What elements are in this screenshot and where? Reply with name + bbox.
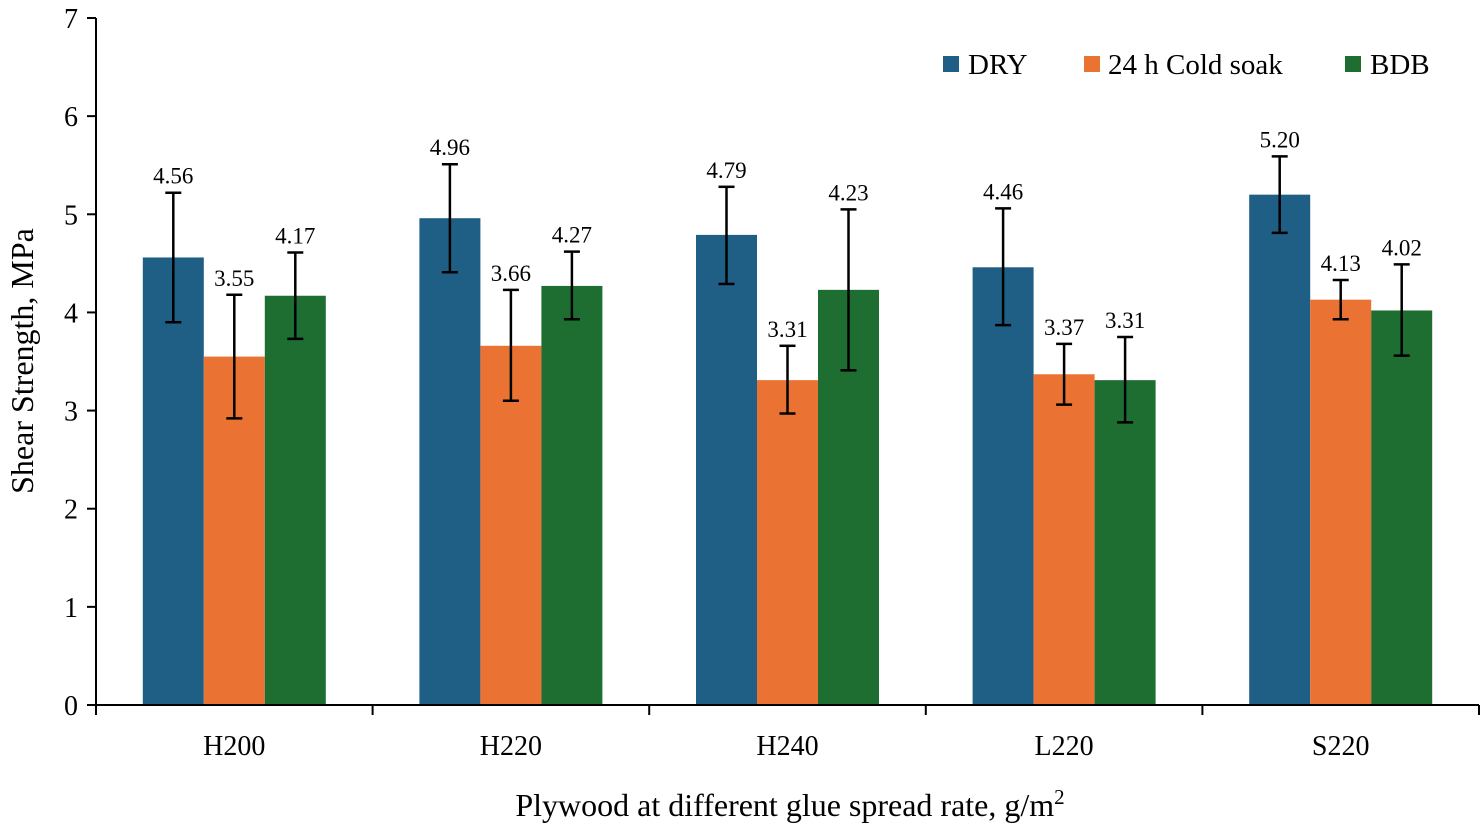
data-label: 4.56 (153, 164, 193, 189)
error-bars (165, 155, 1410, 424)
x-category-label: H220 (480, 731, 542, 762)
x-category-label: S220 (1312, 731, 1370, 762)
x-category-label: H200 (203, 731, 265, 762)
bar-dry-h240 (696, 234, 757, 705)
x-axis-title: Plywood at different glue spread rate, g… (515, 785, 1064, 823)
y-tick-label: 5 (64, 200, 78, 231)
data-label: 4.13 (1321, 251, 1361, 276)
data-label: 4.96 (430, 135, 470, 160)
data-label: 3.66 (491, 261, 531, 286)
y-tick-label: 0 (64, 691, 78, 722)
data-label: 3.37 (1044, 315, 1084, 340)
bar-24-h-cold-soak-h220 (480, 345, 542, 705)
data-label: 3.31 (767, 317, 807, 342)
x-category-label: L220 (1035, 731, 1094, 762)
data-label: 4.17 (275, 224, 315, 249)
bar-dry-h220 (419, 218, 481, 705)
y-tick-label: 3 (64, 397, 78, 428)
bar-bdb-h220 (541, 285, 603, 705)
data-label: 3.55 (214, 266, 254, 291)
bars (142, 194, 1433, 705)
legend-label: DRY (968, 49, 1028, 81)
x-axis-title-superscript: 2 (1054, 785, 1065, 809)
bar-24-h-cold-soak-h240 (757, 380, 818, 705)
legend-label: 24 h Cold soak (1108, 49, 1283, 81)
legend-swatch-24-h-cold-soak (1084, 56, 1100, 72)
bar-24-h-cold-soak-s220 (1310, 299, 1372, 705)
x-category-label: H240 (756, 731, 818, 762)
y-tick-label: 7 (64, 4, 78, 35)
data-label: 4.23 (828, 180, 868, 205)
data-label: 5.20 (1260, 127, 1300, 152)
axes: 0 1 2 3 4 5 6 7 H200 H220 H240 L220 S220 (64, 4, 1480, 762)
y-axis-title: Shear Strength, MPa (4, 228, 40, 494)
data-label: 3.31 (1105, 308, 1145, 333)
data-label: 4.46 (983, 179, 1023, 204)
bar-dry-s220 (1249, 194, 1311, 705)
legend-swatch-bdb (1345, 56, 1361, 72)
bar-dry-h200 (142, 257, 204, 705)
bar-bdb-h200 (264, 295, 326, 705)
legend: DRY 24 h Cold soak BDB (943, 49, 1430, 81)
bar-24-h-cold-soak-l220 (1033, 374, 1095, 705)
data-labels: 4.56 4.96 4.79 4.46 5.20 3.55 3.66 3.31 3.37 4.13… (153, 127, 1422, 341)
data-label: 4.27 (552, 223, 592, 248)
y-tick-label: 6 (64, 102, 78, 133)
x-axis-title-main: Plywood at different glue spread rate, g… (515, 787, 1054, 823)
bar-dry-l220 (972, 267, 1034, 705)
y-tick-label: 4 (64, 298, 78, 329)
y-tick-label: 1 (64, 593, 78, 624)
legend-swatch-dry (943, 56, 959, 72)
legend-label: BDB (1370, 49, 1430, 81)
y-tick-label: 2 (64, 495, 78, 526)
bar-bdb-s220 (1371, 310, 1433, 705)
bar-bdb-l220 (1094, 380, 1156, 705)
data-label: 4.79 (706, 158, 746, 183)
data-label: 4.02 (1382, 235, 1422, 260)
